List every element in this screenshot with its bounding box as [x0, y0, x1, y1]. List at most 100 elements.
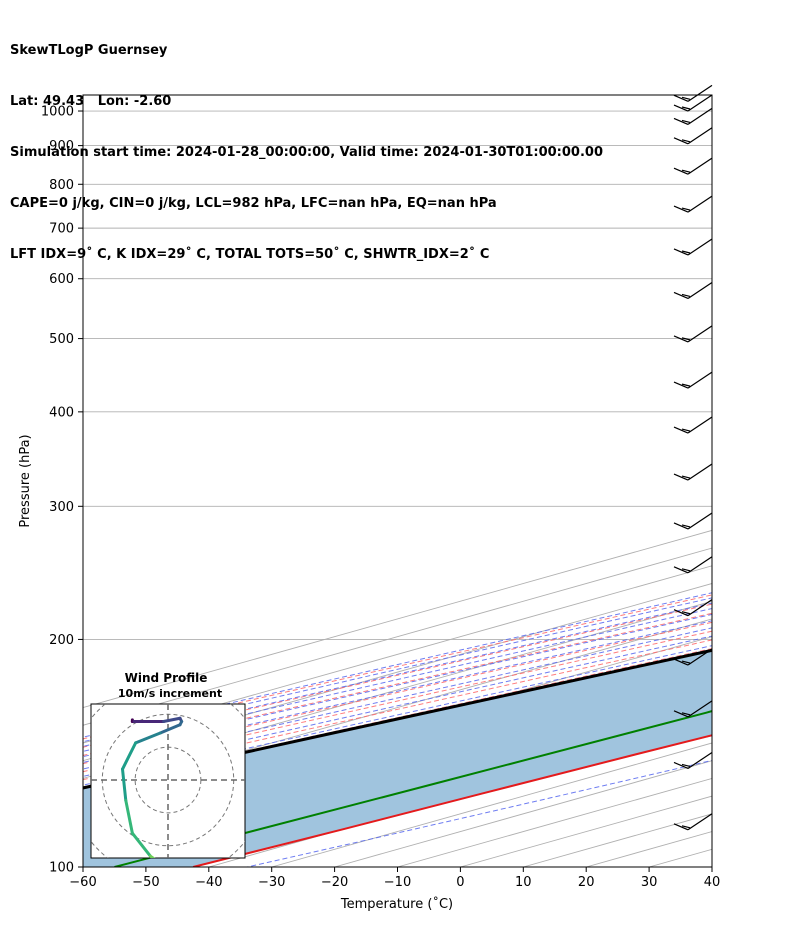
wind-barb-flag: [673, 609, 689, 617]
wind-barb: [673, 94, 713, 112]
wind-barb-half: [681, 660, 691, 664]
wind-barb: [673, 157, 713, 175]
hodograph-segment: [183, 924, 186, 937]
isotherm-line: [775, 95, 794, 867]
title-times: Simulation start time: 2024-01-28_00:00:…: [10, 145, 603, 160]
y-tick-label: 500: [49, 332, 74, 347]
wind-barb-half: [681, 169, 691, 173]
x-tick-label: −30: [258, 875, 285, 890]
wind-barb-half: [681, 383, 691, 387]
wind-barb-half: [681, 763, 691, 768]
y-tick-label: 100: [49, 861, 74, 876]
hodograph-segment: [130, 831, 152, 858]
y-tick-label: 1000: [41, 105, 74, 120]
y-tick-label: 700: [49, 222, 74, 237]
wind-barb-staff: [687, 195, 713, 213]
y-tick-label: 800: [49, 178, 74, 193]
wind-barb: [673, 751, 713, 770]
hodograph-segment: [121, 767, 128, 802]
hodograph-segment: [158, 723, 182, 735]
wind-barb-staff: [687, 325, 713, 343]
y-tick-label: 200: [49, 633, 74, 648]
wind-barb-flag: [673, 381, 689, 389]
y-tick-label: 400: [49, 405, 74, 420]
wind-barb: [673, 463, 713, 481]
wind-barb-staff: [687, 127, 713, 145]
wind-barb-half: [681, 524, 691, 528]
wind-barb-flag: [673, 710, 689, 718]
wind-barb-staff: [687, 157, 713, 175]
wind-barb-half: [681, 119, 691, 124]
wind-barb-staff: [687, 700, 713, 718]
wind-barb: [673, 281, 713, 300]
axis-ticks: −60 −50 −40 −30 −20 −10 0 10 20 30 40 100 200 300 400 5…: [41, 105, 720, 890]
x-tick-label: 30: [641, 875, 658, 890]
wind-barb-flag: [673, 566, 689, 574]
wind-barb: [673, 700, 713, 718]
wind-barb: [673, 556, 713, 574]
wind-barb: [673, 599, 713, 617]
wind-barb-flag: [673, 658, 689, 666]
y-tick-label: 300: [49, 500, 74, 515]
wind-barb-flag: [673, 205, 689, 213]
x-tick-label: −20: [321, 875, 348, 890]
x-tick-label: 10: [515, 875, 532, 890]
wind-barb-staff: [687, 463, 713, 481]
wind-barb: [673, 416, 713, 434]
hodograph-plot-area: [91, 704, 245, 937]
title-station: SkewTLogP Guernsey: [10, 43, 168, 58]
wind-barb-half: [681, 825, 691, 829]
wind-barb-staff: [687, 84, 713, 102]
wind-barb-half: [681, 611, 691, 615]
wind-barb: [673, 195, 713, 213]
wind-barb-flag: [673, 522, 689, 530]
wind-barb: [673, 648, 713, 666]
title-latlon: Lat: 49.43 Lon: -2.60: [10, 94, 172, 109]
wind-barb-staff: [687, 512, 713, 530]
hodograph-title: Wind Profile: [125, 671, 208, 685]
wind-barb-staff: [687, 94, 713, 112]
wind-barb: [673, 127, 713, 145]
x-tick-label: −60: [69, 875, 96, 890]
axis-labels: Temperature (˚C) Pressure (hPa): [18, 434, 453, 912]
wind-barb-half: [681, 293, 691, 298]
hodograph-segment: [173, 873, 184, 898]
wind-barb-staff: [687, 416, 713, 434]
wind-barb-half: [681, 337, 691, 341]
x-tick-label: −10: [384, 875, 411, 890]
wind-barb: [673, 325, 713, 343]
hodograph-segment: [121, 741, 138, 771]
wind-barb-half: [681, 139, 691, 143]
wind-barb-flag: [673, 248, 689, 256]
wind-barb: [673, 84, 713, 102]
wind-barb-flag: [673, 823, 689, 831]
wind-barb-staff: [687, 107, 713, 125]
wind-barb-staff: [687, 556, 713, 574]
hodograph-segment: [134, 731, 162, 745]
title-cape: CAPE=0 j/kg, CIN=0 j/kg, LCL=982 hPa, LF…: [10, 196, 497, 211]
y-axis-label: Pressure (hPa): [18, 434, 33, 527]
hodograph-segment: [162, 716, 182, 724]
wind-barb: [673, 107, 713, 125]
wind-barb: [673, 512, 713, 530]
x-tick-label: −40: [195, 875, 222, 890]
wind-barb-flag: [673, 104, 689, 112]
isotherm-line: [83, 618, 712, 797]
wind-barb: [673, 371, 713, 389]
isotherm-line: [648, 848, 712, 867]
y-tick-label: 600: [49, 272, 74, 287]
wind-barb-staff: [687, 371, 713, 389]
wind-barb: [673, 813, 713, 831]
wind-barb-staff: [687, 648, 713, 666]
x-tick-label: 20: [578, 875, 595, 890]
chart-title-block: SkewTLogP Guernsey Lat: 49.43 Lon: -2.60…: [10, 8, 603, 280]
hodograph-segment: [185, 897, 187, 915]
wind-barbs: [673, 84, 713, 831]
wind-barb-staff: [687, 813, 713, 831]
title-indices: LFT IDX=9˚ C, K IDX=29˚ C, TOTAL TOTS=50…: [10, 247, 490, 262]
wind-barb-flag: [673, 761, 689, 770]
wind-barb-half: [681, 712, 691, 716]
wind-barb-flag: [673, 137, 689, 145]
wind-barb-staff: [687, 751, 713, 769]
